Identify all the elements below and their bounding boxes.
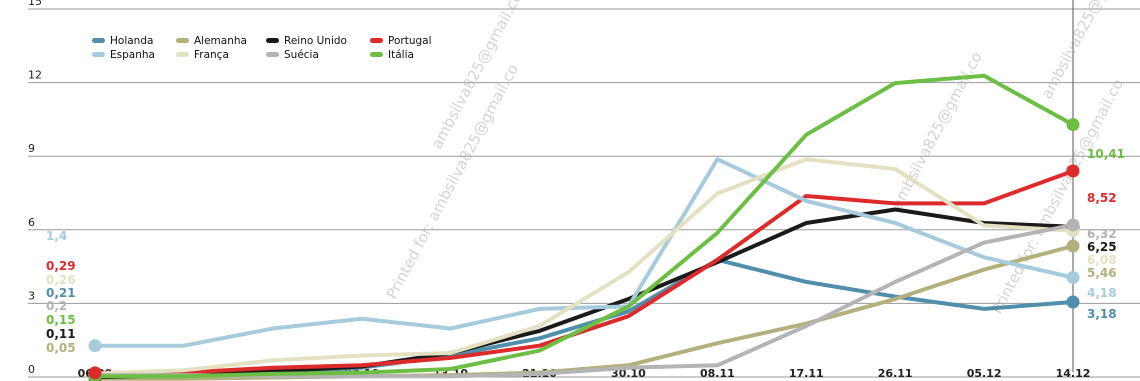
start-value-label: 0,26 — [46, 273, 76, 287]
y-tick-label: 12 — [28, 69, 42, 82]
y-tick-label: 0 — [28, 363, 35, 376]
legend-label-frança: França — [194, 49, 229, 61]
series-line-alemanha — [93, 244, 1075, 381]
end-point-suécia — [1066, 218, 1080, 232]
start-point-portugal — [88, 366, 102, 380]
series-line-portugal — [93, 169, 1075, 375]
end-value-label: 4,18 — [1087, 286, 1117, 300]
start-value-label: 0,11 — [46, 327, 76, 341]
end-value-label: 5,46 — [1087, 266, 1117, 280]
series-line-frança — [93, 157, 1075, 376]
end-point-portugal — [1066, 164, 1080, 178]
legend-label-suécia: Suécia — [284, 49, 319, 61]
end-point-espanha — [1066, 270, 1080, 284]
start-value-label: 0,05 — [46, 341, 76, 355]
legend-swatch-suécia — [266, 52, 279, 57]
x-tick-label: 14.12 — [1056, 367, 1091, 380]
legend-label-espanha: Espanha — [110, 49, 155, 61]
series-line-itália — [93, 73, 1075, 379]
grid — [28, 0, 1140, 378]
end-value-label: 3,18 — [1087, 307, 1117, 321]
end-value-label: 10,41 — [1087, 147, 1125, 161]
legend: Holanda Alemanha Reino Unido Portugal Espanh… — [92, 35, 432, 61]
legend-swatch-portugal — [370, 38, 383, 43]
end-value-label: 6,25 — [1087, 240, 1117, 254]
y-axis: 0 3 6 9 12 15 — [28, 0, 42, 376]
legend-swatch-itália — [370, 52, 383, 57]
legend-label-alemanha: Alemanha — [194, 35, 247, 47]
start-value-label: 0,21 — [46, 286, 76, 300]
legend-swatch-reino-unido — [266, 38, 279, 43]
y-tick-label: 9 — [28, 142, 35, 155]
start-value-label: 1,4 — [46, 229, 67, 243]
series-lines — [93, 73, 1075, 381]
end-point-holanda — [1066, 295, 1080, 309]
y-tick-label: 6 — [28, 216, 35, 229]
legend-swatch-frança — [176, 52, 189, 57]
x-tick-label: 26.11 — [878, 367, 913, 380]
end-labels: 10,41 8,52 6,326,256,085,46 4,18 3,18 — [1087, 147, 1125, 321]
end-point-alemanha — [1066, 239, 1080, 253]
end-value-label: 8,52 — [1087, 191, 1117, 205]
x-tick-label: 17.11 — [789, 367, 824, 380]
start-value-label: 0,2 — [46, 299, 67, 313]
start-point-espanha — [88, 339, 102, 353]
legend-label-holanda: Holanda — [110, 35, 153, 47]
watermark-text-3: ambsilva825@gmail.co — [888, 49, 986, 212]
end-markers — [88, 118, 1080, 381]
y-tick-label: 15 — [28, 0, 42, 8]
start-value-label: 0,29 — [46, 259, 76, 273]
x-tick-label: 08.11 — [700, 367, 735, 380]
start-labels: 1,4 0,290,260,210,20,150,110,05 — [46, 229, 76, 355]
end-point-itália — [1066, 118, 1080, 132]
series-line-reino-unido — [93, 207, 1075, 380]
end-value-label: 6,32 — [1087, 227, 1117, 241]
y-tick-label: 3 — [28, 289, 35, 302]
start-value-label: 0,15 — [46, 313, 76, 327]
series-line-holanda — [93, 257, 1075, 378]
legend-label-itália: Itália — [388, 49, 414, 61]
legend-label-reino-unido: Reino Unido — [284, 35, 347, 47]
legend-swatch-holanda — [92, 38, 105, 43]
legend-swatch-espanha — [92, 52, 105, 57]
end-value-label: 6,08 — [1087, 253, 1117, 267]
legend-label-portugal: Portugal — [388, 35, 432, 47]
legend-swatch-alemanha — [176, 38, 189, 43]
series-line-espanha — [93, 157, 1075, 348]
x-tick-label: 05.12 — [967, 367, 1002, 380]
